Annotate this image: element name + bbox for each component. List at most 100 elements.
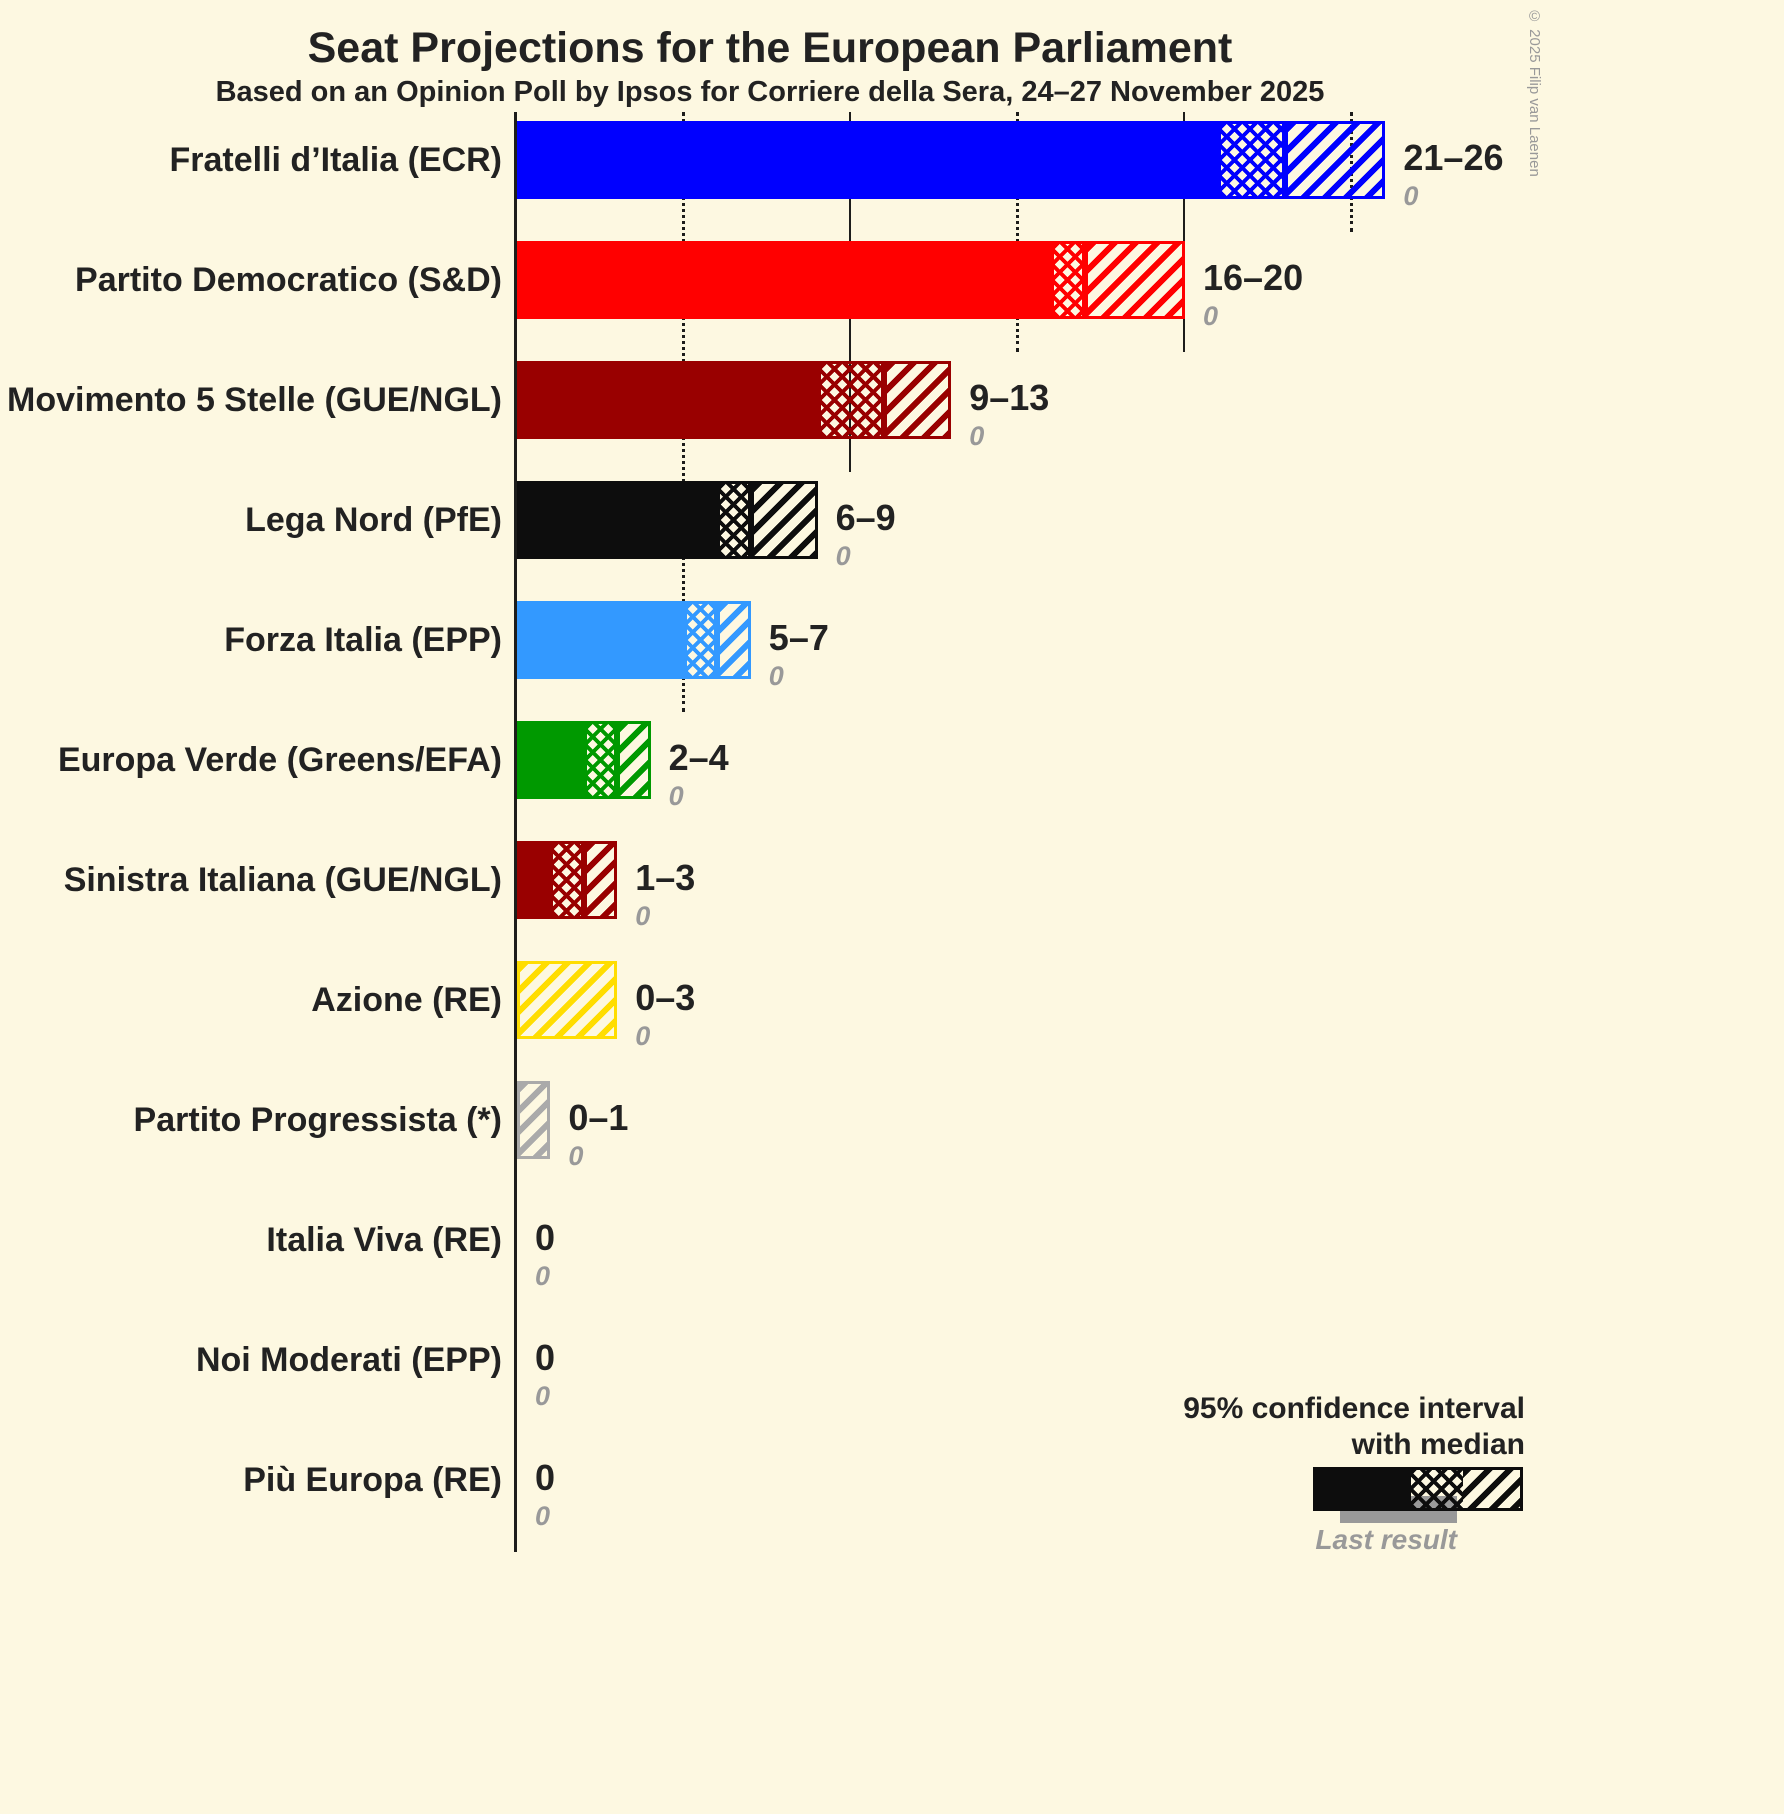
- last-result-label: 0: [969, 421, 985, 451]
- legend-crosshatch-segment: [1411, 1470, 1463, 1508]
- party-label: Più Europa (RE): [243, 1461, 502, 1499]
- legend-ci-sublabel: with median: [1351, 1428, 1525, 1461]
- copyright-note: © 2025 Filip van Laenen: [1526, 8, 1543, 177]
- party-label: Lega Nord (PfE): [245, 501, 502, 539]
- bar-crosshatch-segment: [817, 361, 885, 439]
- legend-ci-sample-bar: [1313, 1467, 1523, 1511]
- bar-crosshatch-segment: [583, 721, 618, 799]
- last-result-label: 0: [635, 1021, 651, 1051]
- seat-range-label: 6–9: [835, 497, 896, 538]
- last-result-label: 0: [535, 1381, 551, 1411]
- value-block: 16–20 0: [1203, 256, 1303, 332]
- last-result-label: 0: [535, 1261, 551, 1291]
- gridline-15: [1016, 112, 1019, 352]
- legend-solid-segment: [1316, 1470, 1411, 1508]
- seat-bar: [517, 601, 751, 679]
- value-block: 5–7 0: [769, 616, 829, 692]
- last-result-label: 0: [568, 1141, 584, 1171]
- seat-bar: [517, 961, 618, 1039]
- party-row: Movimento 5 Stelle (GUE/NGL) 9–13 0: [0, 352, 1784, 472]
- party-row: Azione (RE) 0–3 0: [0, 952, 1784, 1072]
- seat-range-label: 0: [535, 1457, 556, 1498]
- bar-solid-segment: [517, 361, 818, 439]
- last-result-label: 0: [668, 781, 684, 811]
- last-result-label: 0: [1403, 181, 1419, 211]
- seat-bar: [517, 121, 1386, 199]
- bar-solid-segment: [517, 481, 718, 559]
- party-label: Noi Moderati (EPP): [195, 1341, 502, 1379]
- bar-crosshatch-segment: [1218, 121, 1286, 199]
- party-label: Forza Italia (EPP): [224, 621, 502, 659]
- party-label: Azione (RE): [311, 981, 502, 1019]
- party-label: Movimento 5 Stelle (GUE/NGL): [7, 381, 502, 419]
- party-row: Noi Moderati (EPP) 0 0: [0, 1312, 1784, 1432]
- seat-projection-chart: Fratelli d’Italia (ECR) 21–26 0 Partito Dem…: [0, 112, 1784, 1552]
- seat-bar: [517, 361, 952, 439]
- last-result-label: 0: [635, 901, 651, 931]
- party-row: Fratelli d’Italia (ECR) 21–26 0: [0, 112, 1784, 232]
- seat-range-label: 16–20: [1203, 257, 1304, 298]
- party-row: Forza Italia (EPP) 5–7 0: [0, 592, 1784, 712]
- last-result-label: 0: [768, 661, 784, 691]
- bar-solid-segment: [517, 241, 1052, 319]
- party-row: Partito Democratico (S&D) 16–20 0: [0, 232, 1784, 352]
- bar-crosshatch-segment: [550, 841, 584, 919]
- last-result-label: 0: [535, 1501, 551, 1531]
- seat-range-label: 2–4: [668, 737, 729, 778]
- bar-diagonal-segment: [884, 361, 952, 439]
- bar-crosshatch-segment: [717, 481, 751, 559]
- legend-last-result-label: Last result: [1315, 1524, 1457, 1555]
- y-axis-line: [514, 112, 517, 1552]
- seat-range-label: 0–3: [635, 977, 696, 1018]
- gridline-20: [1183, 112, 1185, 352]
- bar-crosshatch-segment: [1051, 241, 1085, 319]
- last-result-label: 0: [1203, 301, 1219, 331]
- bar-diagonal-segment: [1084, 241, 1185, 319]
- seat-bar: [517, 1081, 551, 1159]
- party-row: Lega Nord (PfE) 6–9 0: [0, 472, 1784, 592]
- seat-range-label: 5–7: [768, 617, 829, 658]
- seat-range-label: 0–1: [568, 1097, 629, 1138]
- legend-ci-label: 95% confidence interval: [1183, 1392, 1525, 1425]
- bar-diagonal-segment: [617, 721, 651, 799]
- value-block: 6–9 0: [836, 496, 896, 572]
- last-result-label: 0: [835, 541, 851, 571]
- party-row: Europa Verde (Greens/EFA) 2–4 0: [0, 712, 1784, 832]
- value-block: 9–13 0: [969, 376, 1049, 452]
- bar-diagonal-segment: [517, 1081, 551, 1159]
- party-row: Partito Progressista (*) 0–1 0: [0, 1072, 1784, 1192]
- party-label: Sinistra Italiana (GUE/NGL): [63, 861, 502, 899]
- party-row: Italia Viva (RE) 0 0: [0, 1192, 1784, 1312]
- party-row: Sinistra Italiana (GUE/NGL) 1–3 0: [0, 832, 1784, 952]
- bar-diagonal-segment: [750, 481, 818, 559]
- chart-title: Seat Projections for the European Parlia…: [307, 24, 1233, 72]
- party-label: Italia Viva (RE): [266, 1221, 502, 1259]
- value-block: 2–4 0: [669, 736, 729, 812]
- seat-range-label: 0: [535, 1217, 556, 1258]
- seat-bar: [517, 721, 651, 799]
- seat-range-label: 0: [535, 1337, 556, 1378]
- party-label: Fratelli d’Italia (ECR): [169, 141, 503, 179]
- value-block: 0–1 0: [568, 1096, 628, 1172]
- seat-range-label: 1–3: [635, 857, 696, 898]
- value-block: 21–26 0: [1403, 136, 1503, 212]
- bar-diagonal-segment: [717, 601, 751, 679]
- seat-range-label: 9–13: [969, 377, 1050, 418]
- bar-solid-segment: [517, 721, 584, 799]
- legend-diagonal-segment: [1463, 1470, 1520, 1508]
- bar-solid-segment: [517, 601, 684, 679]
- party-label: Europa Verde (Greens/EFA): [57, 741, 502, 779]
- value-block: 1–3 0: [635, 856, 695, 932]
- party-row: Più Europa (RE) 0 0: [0, 1432, 1784, 1552]
- bar-crosshatch-segment: [684, 601, 718, 679]
- chart-subtitle: Based on an Opinion Poll by Ipsos for Co…: [215, 76, 1325, 108]
- bar-diagonal-segment: [583, 841, 618, 919]
- seat-bar: [517, 481, 818, 559]
- seat-range-label: 21–26: [1403, 137, 1504, 178]
- seat-bar: [517, 241, 1185, 319]
- bar-solid-segment: [517, 121, 1219, 199]
- party-label: Partito Democratico (S&D): [75, 261, 502, 299]
